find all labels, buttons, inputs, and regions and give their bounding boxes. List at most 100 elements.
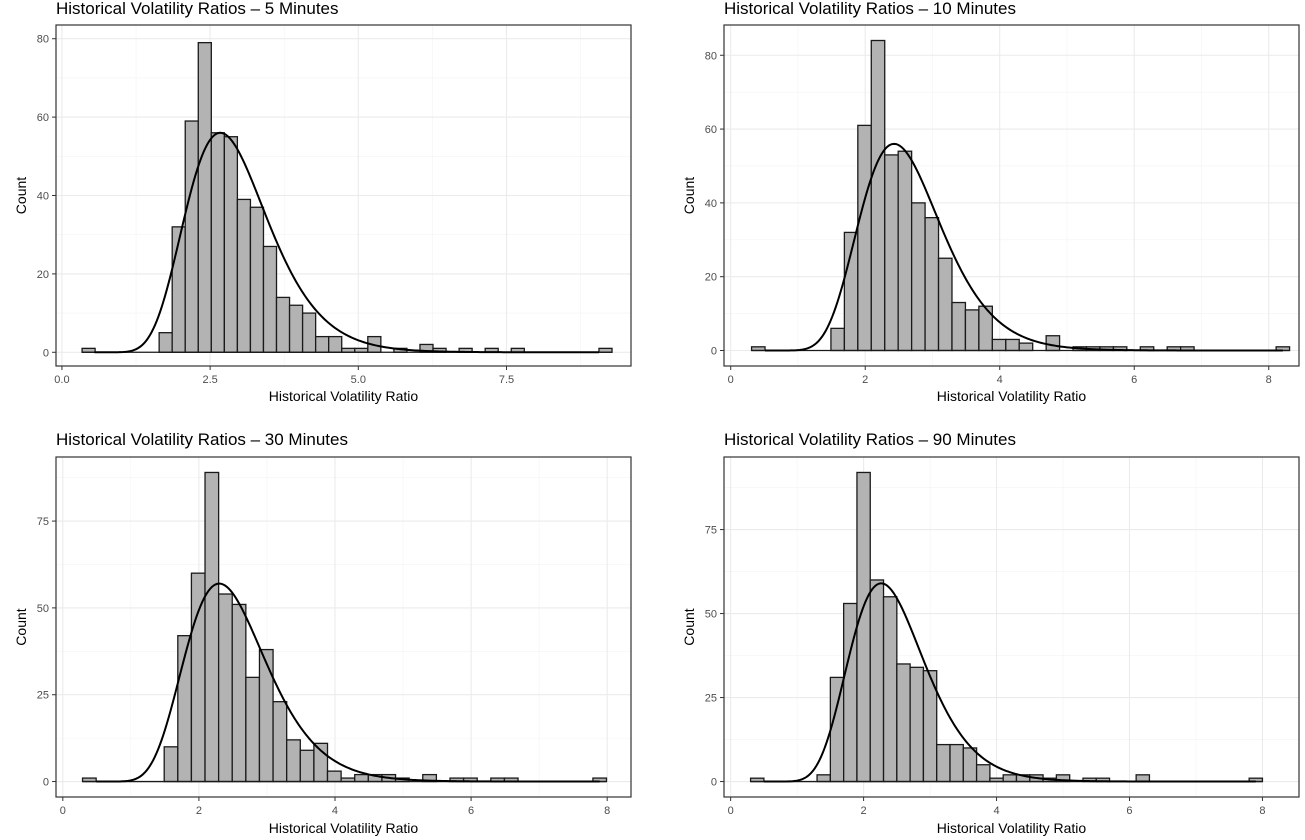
chart-title: Historical Volatility Ratios – 10 Minute… (724, 0, 1016, 18)
histogram-bar (184, 120, 199, 353)
histogram-panel-2: 0 2 4 6 8 0 25 50 75 Historical Volatility Ratios… (13, 430, 632, 836)
chart-title: Historical Volatility Ratios – 30 Minute… (56, 430, 348, 449)
histogram-bar (909, 666, 925, 783)
histogram-bar (884, 154, 899, 352)
y-tick-label: 25 (705, 693, 717, 705)
histogram-bar (190, 572, 206, 783)
x-axis-title: Historical Volatility Ratio (937, 388, 1087, 404)
histogram-panel-3: 0 2 4 6 8 0 25 50 75 Historical Volatility Ratios… (681, 430, 1300, 836)
y-tick-label: 0 (43, 777, 49, 789)
histogram-bar (870, 39, 886, 352)
y-axis-title: Count (681, 608, 697, 645)
histogram-bar (869, 579, 885, 783)
histogram-bar (158, 332, 173, 353)
x-tick-label: 2 (196, 805, 202, 817)
x-tick-label: 8 (1266, 374, 1272, 386)
histogram-bar (949, 743, 964, 783)
histogram-bar (1005, 338, 1020, 352)
y-tick-label: 60 (705, 124, 717, 136)
histogram-bar (975, 764, 991, 783)
y-tick-label: 50 (37, 603, 49, 615)
histogram-bar (272, 701, 288, 783)
x-tick-label: 7.5 (499, 374, 514, 386)
histogram-bar (231, 603, 247, 783)
histogram-bar (937, 257, 953, 352)
density-curve (96, 582, 600, 783)
histogram-bar (896, 663, 911, 783)
x-axis-title: Historical Volatility Ratio (269, 820, 419, 836)
y-tick-label: 80 (37, 34, 49, 46)
y-tick-label: 0 (43, 347, 49, 359)
histogram-bar (204, 471, 220, 783)
histogram-bar (236, 198, 252, 353)
histogram-bar (1018, 342, 1034, 352)
x-tick-label: 6 (1126, 805, 1132, 817)
x-tick-label: 2 (862, 374, 868, 386)
y-tick-label: 20 (37, 269, 49, 281)
histogram-bar (882, 596, 898, 783)
histogram-bar (326, 770, 342, 783)
histogram-bar (830, 327, 846, 352)
histogram-bar (354, 773, 369, 783)
histogram-bar (258, 648, 274, 783)
density-curve (94, 131, 599, 354)
histogram-bar (1045, 335, 1061, 352)
panel-border (723, 24, 1300, 367)
histogram-bar (857, 124, 872, 352)
histogram-bar (314, 335, 330, 353)
x-tick-label: 2 (861, 805, 867, 817)
histogram-bar (301, 312, 317, 353)
y-tick-label: 0 (711, 346, 717, 358)
panel-border (55, 456, 632, 798)
histogram-bar (936, 743, 951, 783)
x-tick-label: 4 (993, 805, 999, 817)
histogram-bar (962, 747, 978, 783)
y-tick-label: 0 (711, 777, 717, 789)
x-axis-title: Historical Volatility Ratio (937, 820, 1087, 836)
y-tick-label: 75 (37, 516, 49, 528)
y-axis-title: Count (13, 608, 29, 645)
chart-title: Historical Volatility Ratios – 5 Minutes (56, 0, 339, 18)
density-curve (765, 142, 1283, 352)
x-tick-label: 6 (1131, 374, 1137, 386)
histogram-bar (262, 245, 278, 353)
x-axis-title: Historical Volatility Ratio (269, 388, 419, 404)
histogram-bar (249, 206, 265, 353)
histogram-bar (286, 739, 301, 783)
x-tick-label: 6 (468, 805, 474, 817)
histogram-bar (197, 41, 212, 353)
panel-border (723, 456, 1300, 798)
histogram-bar (299, 749, 315, 783)
x-tick-label: 2.5 (202, 374, 217, 386)
histogram-bar (217, 593, 233, 783)
histogram-bar (829, 676, 845, 783)
y-tick-label: 75 (705, 525, 717, 537)
x-tick-label: 0.0 (54, 374, 69, 386)
y-tick-label: 80 (705, 50, 717, 62)
histogram-bar (924, 216, 940, 352)
x-tick-label: 5.0 (351, 374, 366, 386)
histogram-bar (910, 202, 926, 352)
panel-background (56, 457, 631, 797)
y-tick-label: 40 (37, 191, 49, 203)
histogram-bar (856, 471, 871, 783)
histogram-bar (275, 296, 291, 353)
histogram-bar (163, 746, 179, 783)
histogram-bar (991, 338, 1007, 352)
y-axis-title: Count (681, 177, 697, 214)
histogram-bar (951, 301, 967, 352)
x-tick-label: 8 (1259, 805, 1265, 817)
histogram-bar (245, 676, 261, 783)
histogram-bar (210, 132, 226, 353)
y-tick-label: 50 (705, 609, 717, 621)
histogram-bar (897, 150, 913, 352)
histogram-bar (816, 774, 832, 783)
x-tick-label: 0 (728, 374, 734, 386)
histogram-bar (328, 335, 343, 353)
x-tick-label: 0 (60, 805, 66, 817)
histogram-bar (223, 136, 239, 353)
histogram-panel-0: 0.0 2.5 5.0 7.5 0 20 40 60 80 Historical Volatili… (13, 0, 632, 404)
x-tick-label: 8 (604, 805, 610, 817)
y-axis-title: Count (13, 177, 29, 214)
